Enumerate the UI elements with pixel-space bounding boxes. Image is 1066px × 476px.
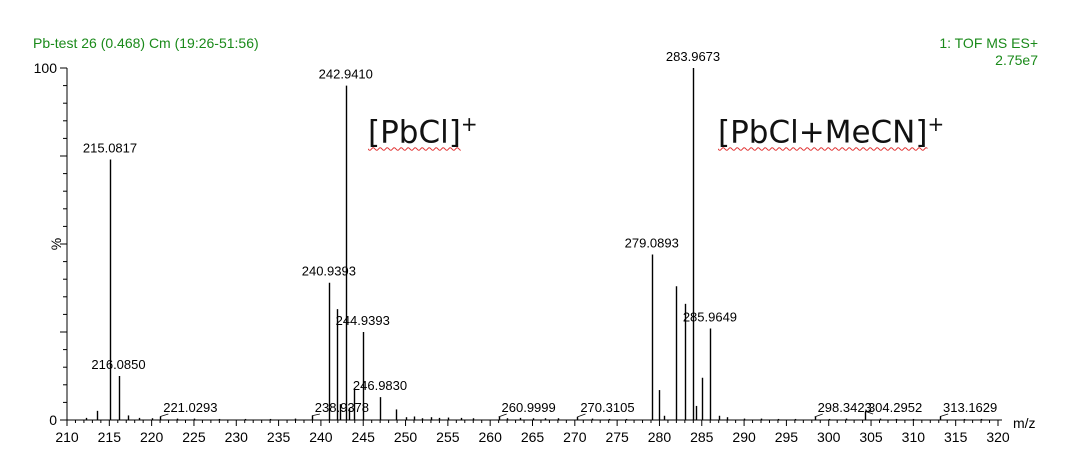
peak-label: 313.1629 [943,400,997,415]
x-tick-label: 280 [648,429,672,445]
y-tick-label: 0 [49,412,57,428]
peak-label: 240.9393 [302,264,356,279]
x-tick-label: 255 [436,429,460,445]
intensity-scale: 2.75e7 [995,52,1038,68]
x-tick-label: 290 [732,429,756,445]
peak-label: 216.0850 [91,357,145,372]
x-tick-label: 285 [690,429,714,445]
x-tick-label: 270 [563,429,587,445]
peak-label: 279.0893 [625,236,679,251]
y-tick-label: 100 [34,60,58,76]
peak-label: 242.9410 [319,67,373,82]
x-tick-label: 215 [98,429,122,445]
peak-label-leader [311,413,321,417]
x-tick-label: 235 [267,429,291,445]
peak-label: 244.9393 [336,313,390,328]
pbcl-label: [PbCl] [368,114,461,151]
x-axis-label: m/z [1013,415,1036,431]
pbcl-mecn-label: [PbCl+MeCN] [718,114,928,151]
x-tick-label: 260 [479,429,503,445]
pbcl-annotation: [PbCl]+ [368,112,478,150]
spectrum-title: Pb-test 26 (0.468) Cm (19:26-51:56) [33,35,259,51]
x-tick-label: 310 [902,429,926,445]
peak-label: 221.0293 [163,400,217,415]
peak-label: 298.3423 [818,400,872,415]
x-tick-label: 225 [182,429,206,445]
peak-label-leader [577,413,586,418]
peak-label: 238.9378 [315,400,369,415]
peak-label: 285.9649 [683,309,737,324]
x-tick-label: 220 [140,429,164,445]
x-tick-label: 300 [817,429,841,445]
peak-label-leader [940,413,949,417]
pbcl-mecn-charge: + [927,112,945,136]
x-tick-label: 275 [605,429,629,445]
acquisition-mode: 1: TOF MS ES+ [939,35,1038,51]
x-tick-label: 295 [775,429,799,445]
x-tick-label: 315 [944,429,968,445]
x-tick-label: 210 [55,429,79,445]
peak-label: 246.9830 [353,378,407,393]
peak-label: 304.2952 [868,400,922,415]
x-tick-label: 265 [521,429,545,445]
peak-label: 270.3105 [580,400,634,415]
peak-label: 215.0817 [83,141,137,156]
pbcl-mecn-annotation: [PbCl+MeCN]+ [718,112,944,150]
peak-label-leader [864,410,874,415]
x-tick-label: 305 [859,429,883,445]
peak-label-leader [498,413,507,418]
x-tick-label: 240 [309,429,333,445]
x-tick-label: 320 [986,429,1010,445]
x-tick-label: 245 [352,429,376,445]
x-tick-label: 250 [394,429,418,445]
peak-label-leader [160,413,169,417]
y-axis-label: % [48,238,64,250]
x-tick-label: 230 [225,429,249,445]
pbcl-charge: + [460,112,478,136]
peak-label: 283.9673 [666,49,720,64]
peak-label-leader [814,413,823,418]
peak-label: 260.9999 [502,400,556,415]
